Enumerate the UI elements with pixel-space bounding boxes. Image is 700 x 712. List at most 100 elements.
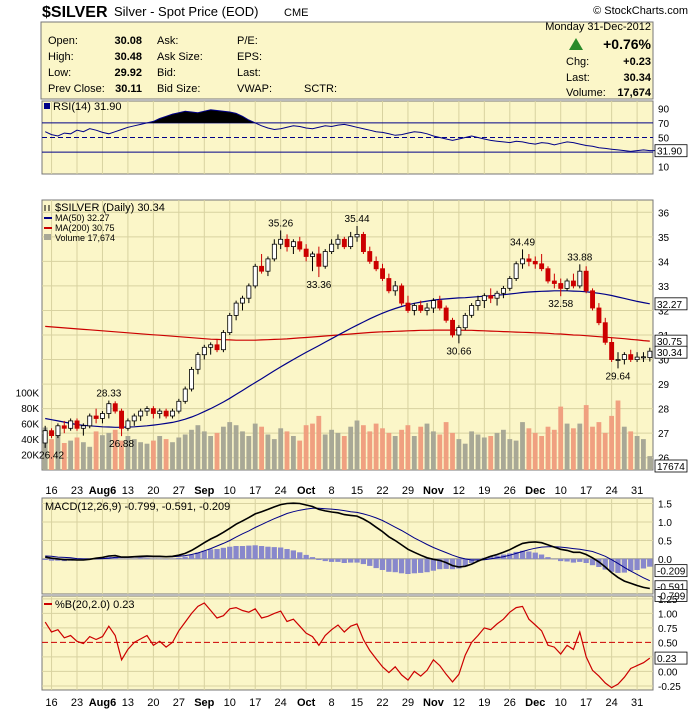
info-label: VWAP: (237, 83, 272, 95)
macd-histogram-bar (532, 552, 538, 559)
candle-body (450, 319, 455, 336)
volume-bar (125, 436, 131, 470)
x-axis-label: 22 (376, 485, 388, 497)
candle-body (348, 236, 354, 248)
info-label: Volume: (566, 87, 606, 99)
volume-bar (284, 431, 290, 470)
volume-bar (81, 442, 86, 470)
volume-bar (61, 443, 67, 470)
pctb-panel (41, 595, 654, 691)
macd-histogram-bar (214, 549, 220, 559)
macd-histogram-bar (564, 558, 570, 562)
x-axis-label: Aug6 (89, 485, 117, 497)
candle-body (157, 410, 163, 415)
candle-body (246, 285, 252, 299)
candle-body (303, 248, 309, 257)
candle-body (628, 354, 634, 360)
x-axis-label: 16 (45, 485, 57, 497)
candle-body (252, 265, 258, 287)
volume-bar (322, 434, 328, 470)
macd-histogram-bar (424, 558, 430, 573)
pctb-last-label-box (654, 651, 688, 665)
ma200-last-label: 30.75 (657, 337, 682, 348)
macd-histogram-bar (163, 558, 169, 560)
macd-histogram-bar (570, 558, 577, 563)
candle-body (335, 238, 341, 245)
price-tick-label: 28 (658, 405, 670, 416)
macd-histogram-bar (596, 558, 602, 567)
price-tick-label: 35 (658, 233, 670, 244)
candle-body (526, 258, 532, 262)
x-axis-label-bottom: 24 (606, 697, 618, 709)
x-axis-label: 8 (329, 485, 335, 497)
price-legend-label: MA(50) 32.27 (55, 213, 110, 223)
volume-bar (138, 442, 143, 470)
macd-histogram-bar (328, 558, 335, 562)
volume-bar (348, 426, 354, 470)
x-axis-label-bottom: Nov (423, 697, 445, 709)
candle-body (634, 356, 640, 361)
macd-histogram-bar (265, 546, 271, 559)
info-value: 29.92 (114, 67, 142, 79)
volume-bar (564, 423, 570, 470)
candle-body (609, 341, 615, 360)
volume-bar (418, 426, 424, 470)
macd-histogram-bar (112, 557, 118, 559)
x-axis-label: 26 (504, 485, 516, 497)
candle-body (411, 305, 417, 311)
x-axis-label-bottom: 12 (453, 697, 465, 709)
volume-bar (539, 436, 544, 470)
macd-signal-label: -0.591 (657, 583, 686, 594)
volume-bar (297, 440, 303, 470)
ma50-line (45, 290, 650, 428)
candle-body (144, 408, 150, 412)
macd-last-label: -0.799 (657, 591, 686, 602)
candle-body (239, 297, 245, 304)
candle-body (49, 430, 54, 437)
rsi-line (44, 109, 657, 152)
macd-histogram-bar (558, 558, 564, 562)
candle-body (430, 300, 436, 309)
candle-body (558, 283, 564, 289)
macd-histogram-bar (220, 547, 226, 559)
volume-bar (456, 439, 462, 470)
candle-body (93, 415, 99, 419)
macd-histogram-bar (577, 558, 583, 562)
x-axis-label: 17 (580, 485, 592, 497)
macd-histogram-bar (602, 558, 608, 570)
volume-bar (214, 432, 220, 470)
macd-histogram-bar (615, 558, 621, 573)
candle-body (74, 420, 80, 429)
x-axis-label: 13 (122, 485, 134, 497)
candle-body (87, 415, 93, 427)
candle-body (138, 410, 144, 417)
x-axis-label-bottom: Sep (194, 697, 214, 709)
price-tick-label: 33 (658, 282, 670, 293)
x-axis-label: Dec (525, 485, 545, 497)
volume-bar (469, 431, 474, 470)
macd-histogram-bar (405, 558, 411, 574)
volume-bar (590, 426, 595, 470)
candle-body (380, 268, 385, 279)
candle-body (125, 420, 131, 429)
macd-histogram-bar (609, 558, 615, 572)
candle-body (227, 314, 233, 333)
rsi-tick-label: 50 (658, 134, 670, 145)
x-axis-label: Sep (194, 485, 214, 497)
macd-histogram-bar (297, 552, 303, 559)
volume-bar (392, 436, 398, 470)
macd-histogram-bar (551, 558, 557, 560)
macd-histogram-bar (621, 558, 627, 573)
volume-bar (252, 423, 258, 470)
candle-body (265, 258, 271, 272)
volume-bar (189, 429, 194, 470)
price-legend-label: $SILVER (Daily) 30.34 (55, 202, 165, 214)
candle-body (169, 410, 175, 417)
macd-histogram-bar (239, 546, 246, 559)
candle-body (176, 400, 182, 412)
instrument-name: Silver - Spot Price (EOD) (114, 4, 258, 19)
volume-tick-label: 60K (21, 420, 39, 431)
candle-body (443, 307, 449, 321)
info-label: Bid: (157, 67, 176, 79)
info-label: EPS: (237, 51, 262, 63)
